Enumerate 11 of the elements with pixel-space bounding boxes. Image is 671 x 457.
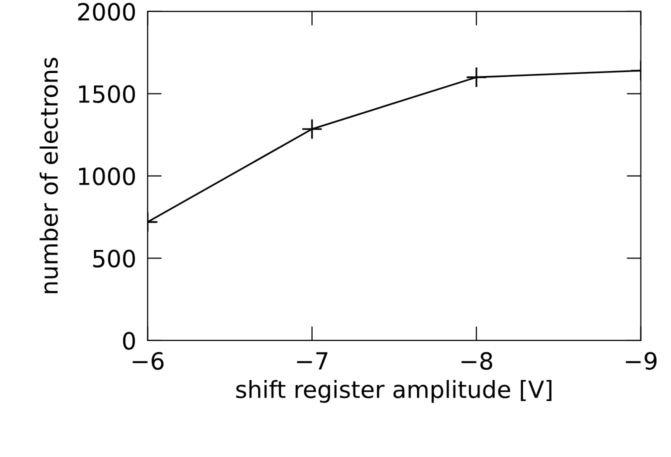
x-tick-label: −9 [626, 352, 657, 370]
y-tick-label: 500 [93, 250, 135, 268]
y-tick-label: 2000 [78, 2, 135, 21]
x-tick-label: −8 [462, 352, 492, 370]
x-axis-title: shift register amplitude [V] [236, 380, 552, 403]
y-tick-label: 0 [123, 332, 135, 350]
y-axis-title: number of electrons [40, 58, 58, 294]
y-tick-label: 1500 [79, 85, 135, 103]
x-tick-label: −6 [132, 352, 164, 370]
x-tick-label: −7 [297, 352, 328, 370]
y-tick-label: 1000 [79, 167, 135, 186]
